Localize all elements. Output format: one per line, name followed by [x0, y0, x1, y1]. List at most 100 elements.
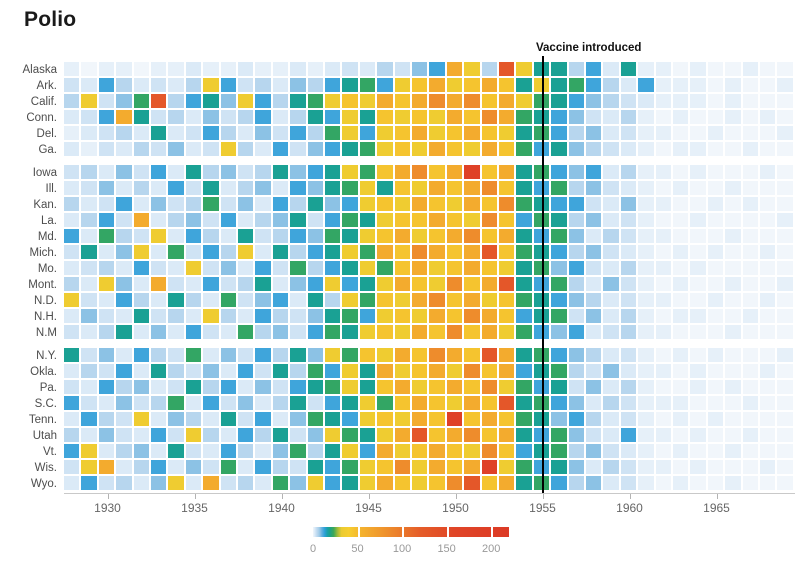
heatmap-cell: [690, 181, 706, 195]
heatmap-cell: [742, 94, 758, 108]
heatmap-cell: [412, 78, 428, 92]
heatmap-cell: [272, 428, 289, 442]
heatmap-cell: [464, 197, 480, 211]
heatmap-cell: [742, 78, 758, 92]
heatmap-cell: [481, 428, 497, 442]
heatmap-cell: [394, 197, 410, 211]
heatmap-cell: [499, 165, 515, 179]
heatmap-cell: [116, 245, 132, 259]
heatmap-cell: [185, 325, 202, 339]
x-axis-tick: [368, 494, 370, 499]
heatmap-cell: [516, 213, 532, 227]
heatmap-cell: [359, 460, 376, 474]
heatmap-cell: [760, 94, 776, 108]
heatmap-cell: [272, 460, 289, 474]
heatmap-cell: [342, 309, 358, 323]
heatmap-cell: [325, 428, 341, 442]
heatmap-cell: [603, 444, 619, 458]
heatmap-cell: [290, 94, 306, 108]
heatmap-cell: [603, 293, 619, 307]
heatmap-cell: [742, 460, 758, 474]
heatmap-cell: [620, 229, 637, 243]
heatmap-cell: [655, 428, 671, 442]
heatmap-cell: [429, 396, 445, 410]
heatmap-cell: [481, 78, 497, 92]
heatmap-cell: [638, 325, 654, 339]
heatmap-cell: [586, 142, 602, 156]
heatmap-cell: [446, 476, 463, 490]
heatmap-cell: [290, 261, 306, 275]
heatmap-cell: [533, 142, 550, 156]
heatmap-cell: [272, 62, 289, 76]
heatmap-cell: [272, 245, 289, 259]
heatmap-cell: [586, 165, 602, 179]
heatmap-cell: [620, 142, 637, 156]
heatmap-cell: [238, 78, 254, 92]
heatmap-cell: [238, 181, 254, 195]
heatmap-cell: [499, 261, 515, 275]
heatmap-cell: [690, 325, 706, 339]
heatmap-cell: [673, 78, 689, 92]
heatmap-cell: [499, 229, 515, 243]
heatmap-cell: [220, 261, 236, 275]
heatmap-cell: [429, 460, 445, 474]
heatmap-cell: [98, 261, 115, 275]
heatmap-cell: [499, 309, 515, 323]
heatmap-cell: [290, 142, 306, 156]
heatmap-cell: [481, 277, 497, 291]
heatmap-cell: [412, 62, 428, 76]
heatmap-cell: [464, 142, 480, 156]
heatmap-cell: [620, 444, 637, 458]
heatmap-cell: [707, 181, 724, 195]
heatmap-cell: [185, 181, 202, 195]
heatmap-cell: [638, 476, 654, 490]
heatmap-cell: [481, 197, 497, 211]
heatmap-cell: [673, 229, 689, 243]
heatmap-cell: [760, 245, 776, 259]
heatmap-cell: [777, 293, 793, 307]
heatmap-cell: [307, 476, 323, 490]
heatmap-cell: [690, 293, 706, 307]
heatmap-cell: [760, 460, 776, 474]
heatmap-cell: [429, 78, 445, 92]
heatmap-cell: [481, 229, 497, 243]
heatmap-cell: [133, 62, 149, 76]
heatmap-cell: [742, 110, 758, 124]
heatmap-cell: [655, 94, 671, 108]
heatmap-cell: [586, 364, 602, 378]
heatmap-cell: [603, 348, 619, 362]
heatmap-cell: [533, 229, 550, 243]
state-label-nd: N.D.: [34, 295, 57, 307]
heatmap-cell: [690, 62, 706, 76]
heatmap-cell: [516, 110, 532, 124]
heatmap-cell: [725, 78, 741, 92]
heatmap-cell: [342, 197, 358, 211]
heatmap-cell: [429, 245, 445, 259]
heatmap-cell: [203, 277, 219, 291]
heatmap-cell: [464, 348, 480, 362]
heatmap-cell: [533, 476, 550, 490]
heatmap-cell: [64, 309, 80, 323]
heatmap-cell: [603, 460, 619, 474]
heatmap-cell: [255, 309, 271, 323]
heatmap-cell: [620, 380, 637, 394]
heatmap-cell: [725, 396, 741, 410]
heatmap-cell: [586, 94, 602, 108]
state-label-wis: Wis.: [34, 462, 57, 474]
heatmap-cell: [168, 142, 184, 156]
heatmap-cell: [325, 412, 341, 426]
heatmap-cell: [499, 142, 515, 156]
heatmap-cell: [151, 293, 167, 307]
heatmap-cell: [64, 396, 80, 410]
heatmap-cell: [255, 181, 271, 195]
heatmap-cell: [638, 380, 654, 394]
state-label-pa: Pa.: [39, 382, 57, 394]
heatmap-cell: [116, 181, 132, 195]
heatmap-cell: [81, 261, 97, 275]
heatmap-cell: [620, 364, 637, 378]
heatmap-cell: [238, 412, 254, 426]
heatmap-cell: [342, 245, 358, 259]
heatmap-cell: [446, 165, 463, 179]
heatmap-cell: [220, 126, 236, 140]
heatmap-cell: [655, 364, 671, 378]
